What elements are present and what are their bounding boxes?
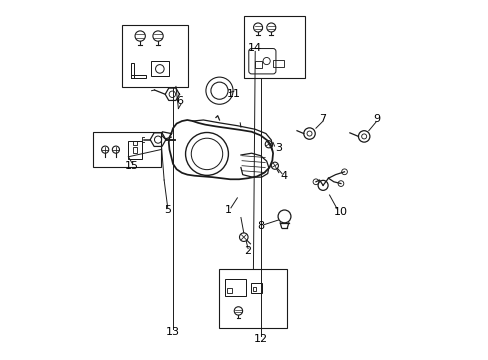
- Bar: [133, 147, 137, 153]
- Text: 15: 15: [125, 161, 139, 171]
- Text: 11: 11: [226, 89, 240, 99]
- Bar: [133, 141, 137, 145]
- Text: 2: 2: [244, 247, 251, 256]
- Bar: [272, 60, 283, 67]
- Bar: [250, 283, 262, 293]
- Bar: [93, 132, 160, 167]
- Text: 3: 3: [274, 143, 282, 153]
- Bar: [225, 279, 245, 296]
- Text: 13: 13: [166, 327, 180, 337]
- Bar: [218, 269, 286, 328]
- Bar: [151, 62, 168, 76]
- Bar: [131, 63, 134, 78]
- Text: 7: 7: [319, 114, 326, 124]
- Text: 8: 8: [257, 221, 264, 231]
- Bar: [244, 16, 305, 78]
- Text: 10: 10: [333, 207, 347, 217]
- Bar: [131, 75, 145, 78]
- Bar: [254, 61, 261, 68]
- Text: 5: 5: [164, 205, 171, 215]
- Text: 6: 6: [176, 96, 183, 107]
- Bar: [122, 24, 188, 87]
- Text: 12: 12: [253, 334, 267, 344]
- Bar: [227, 288, 232, 293]
- Bar: [252, 287, 256, 291]
- Text: 1: 1: [224, 205, 231, 215]
- Text: 14: 14: [247, 43, 262, 53]
- Text: 9: 9: [372, 114, 380, 124]
- Text: 4: 4: [280, 171, 287, 181]
- Bar: [128, 141, 142, 158]
